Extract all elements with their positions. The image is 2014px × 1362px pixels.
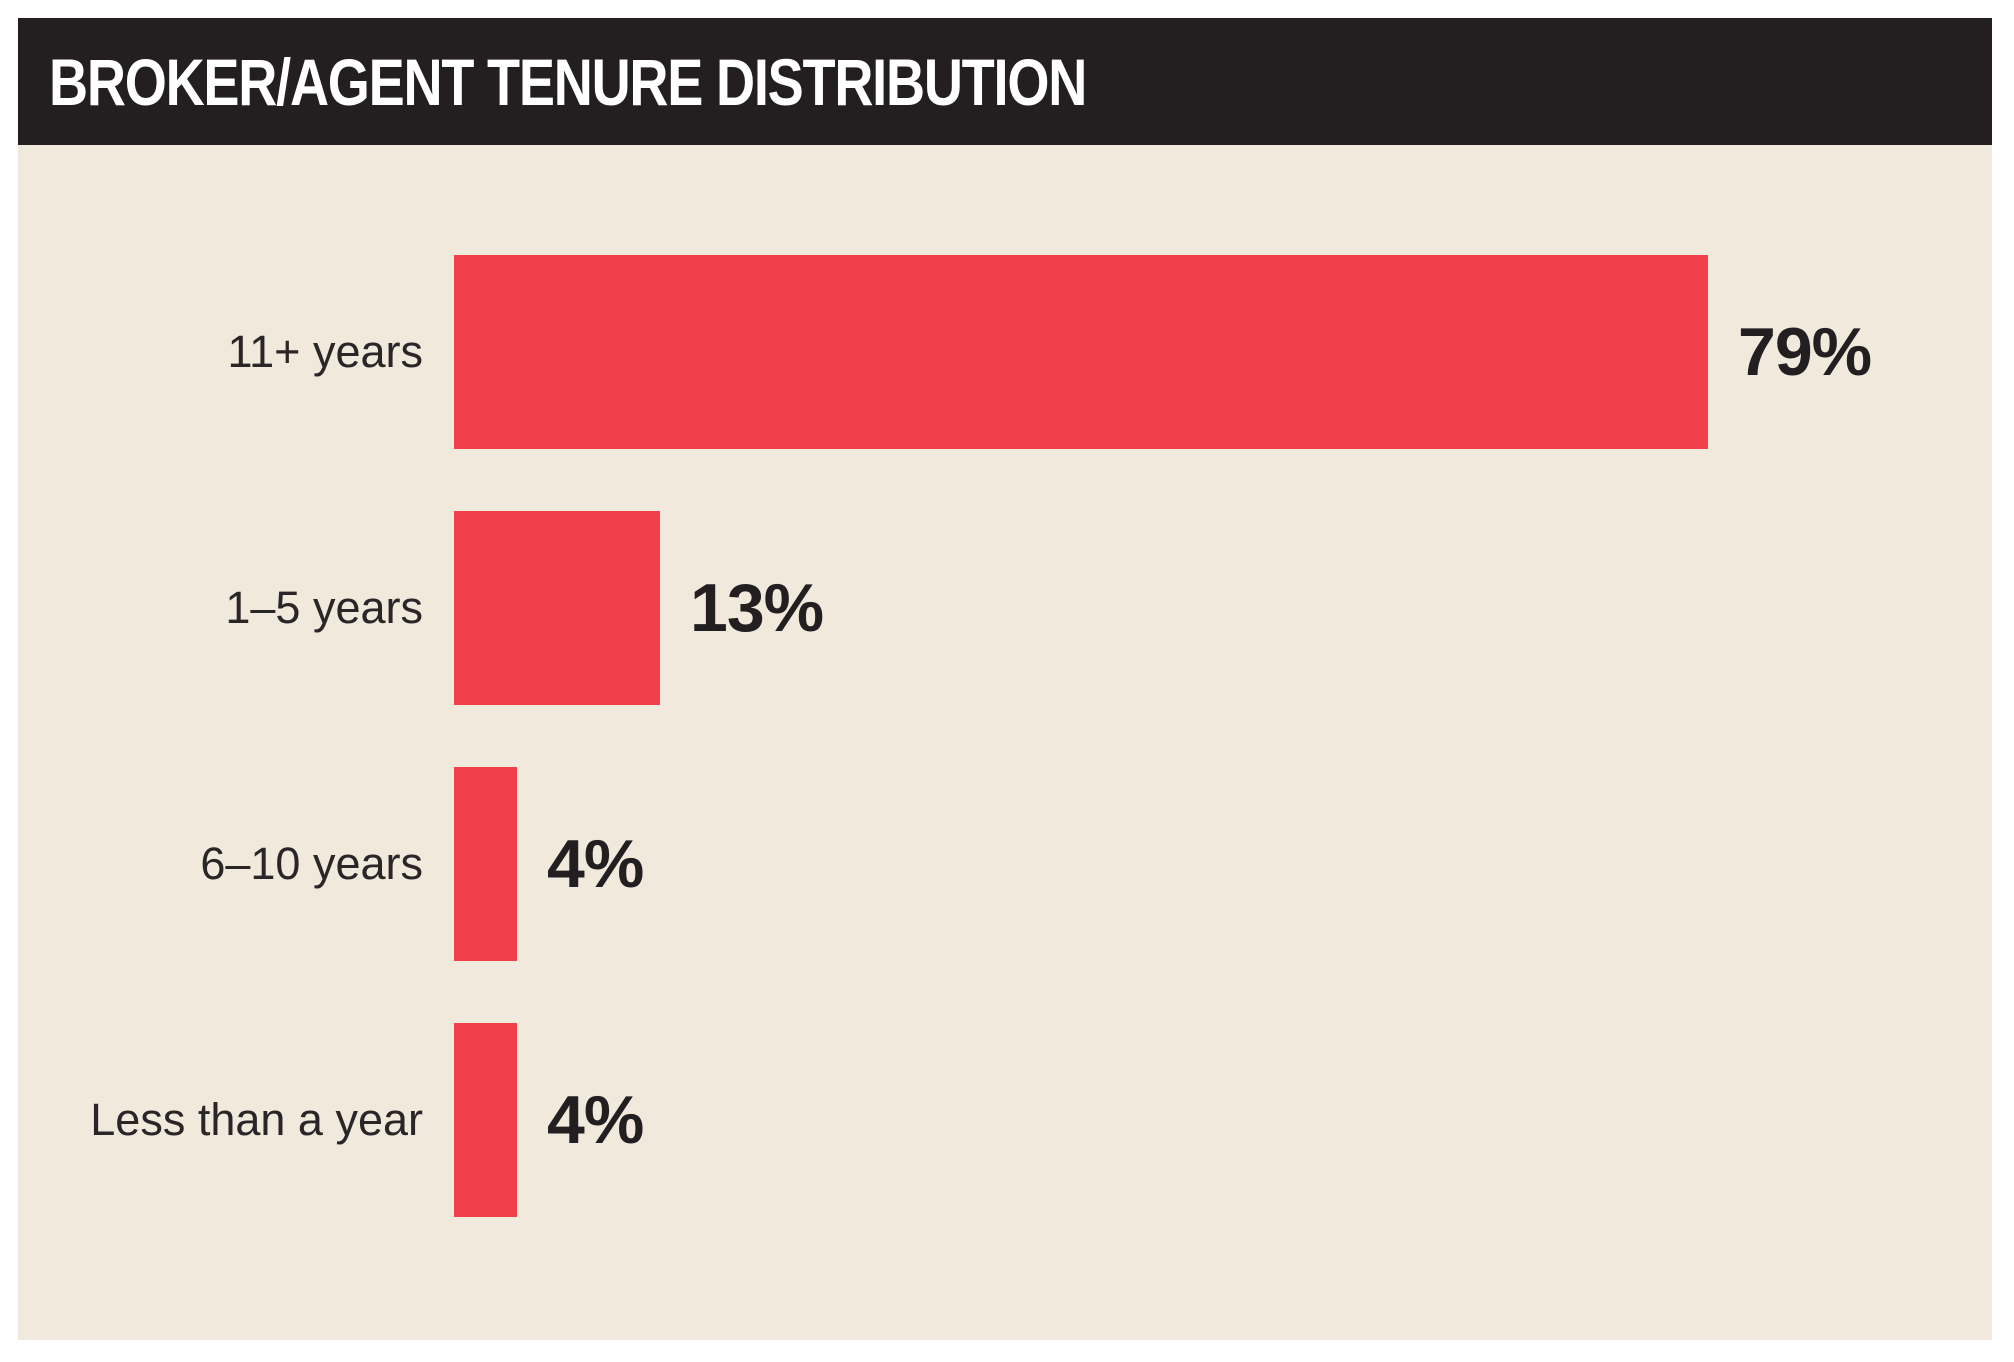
- bar-row: Less than a year 4%: [18, 1023, 1992, 1217]
- chart-body: 11+ years 79% 1–5 years 13% 6–10 years 4…: [18, 145, 1992, 1340]
- chart-header: BROKER/AGENT TENURE DISTRIBUTION: [18, 18, 1992, 145]
- category-label: 1–5 years: [225, 582, 423, 633]
- value-label: 4%: [547, 826, 644, 902]
- value-label: 13%: [690, 570, 824, 646]
- category-label: 11+ years: [227, 326, 423, 377]
- bar-row: 1–5 years 13%: [18, 511, 1992, 705]
- category-label: 6–10 years: [200, 838, 423, 889]
- chart-title: BROKER/AGENT TENURE DISTRIBUTION: [49, 44, 1087, 119]
- bar-row: 6–10 years 4%: [18, 767, 1992, 961]
- bar: [454, 511, 660, 705]
- category-label: Less than a year: [90, 1094, 423, 1145]
- bar-chart: 11+ years 79% 1–5 years 13% 6–10 years 4…: [18, 255, 1992, 1217]
- chart-card: BROKER/AGENT TENURE DISTRIBUTION 11+ yea…: [18, 18, 1992, 1340]
- bar-row: 11+ years 79%: [18, 255, 1992, 449]
- value-label: 4%: [547, 1082, 644, 1158]
- value-label: 79%: [1738, 314, 1872, 390]
- bar: [454, 767, 517, 961]
- bar: [454, 1023, 517, 1217]
- bar: [454, 255, 1708, 449]
